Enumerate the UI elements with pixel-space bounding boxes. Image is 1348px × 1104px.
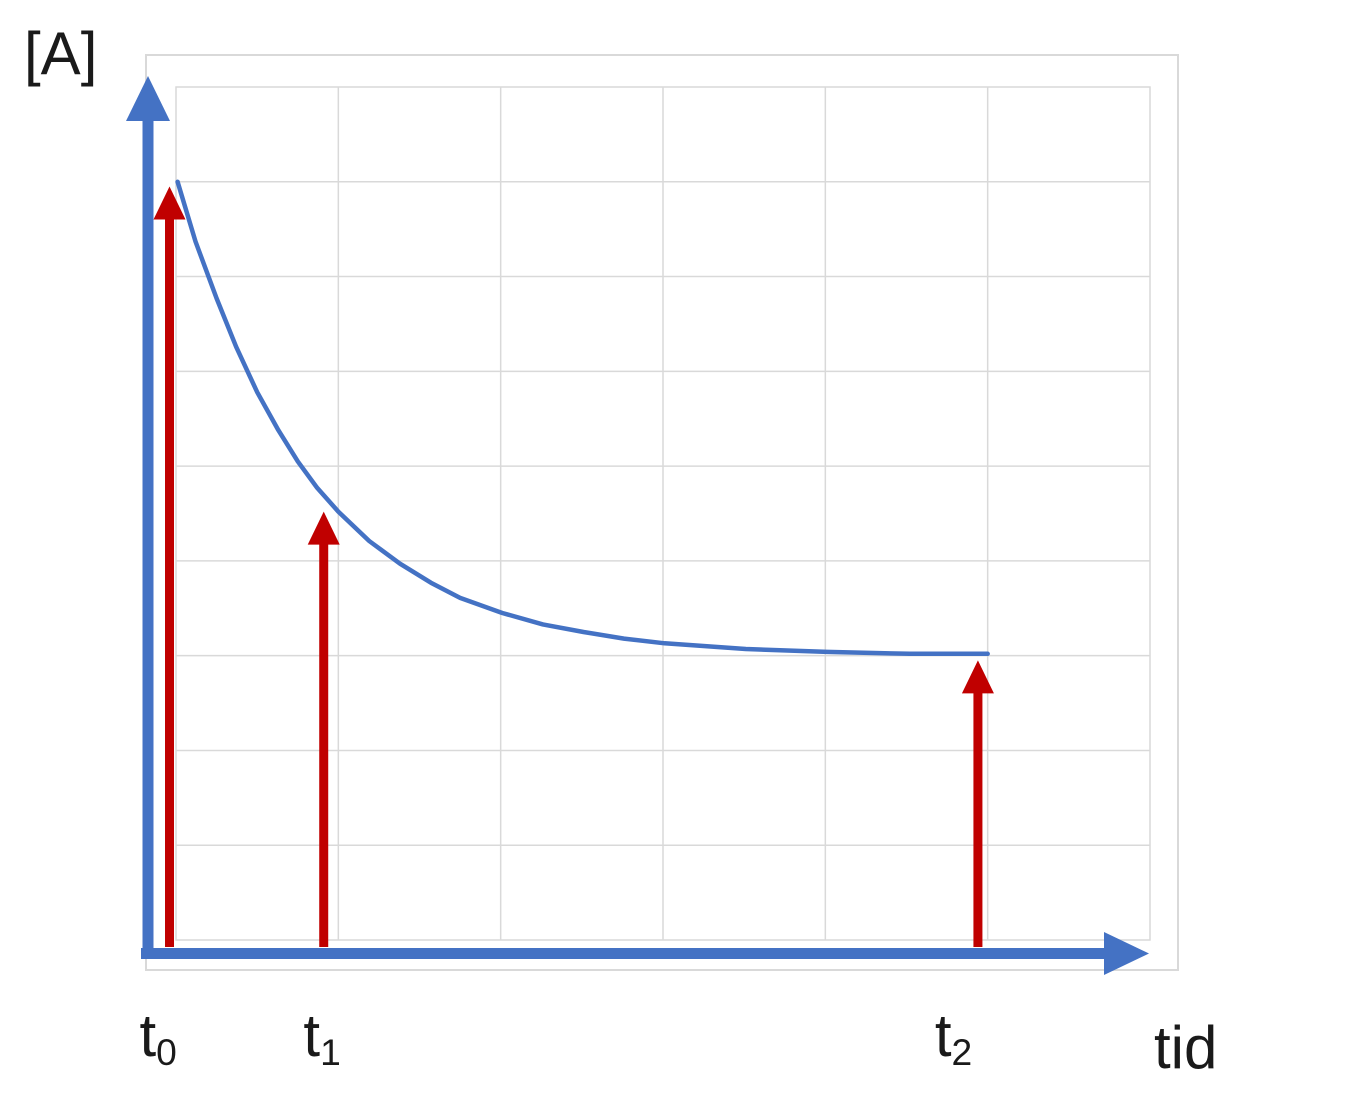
time-label-base: t — [934, 1002, 952, 1069]
x-axis-arrowhead — [1104, 932, 1149, 975]
time-label-base: t — [303, 1002, 321, 1069]
x-axis-label: tid — [1154, 1014, 1218, 1081]
decay-curve-path — [175, 179, 990, 657]
plot-gridlines — [175, 86, 1151, 941]
time-label-t1: t1 — [303, 1006, 340, 1071]
y-axis-shaft — [142, 116, 154, 959]
time-marker-arrows — [153, 186, 994, 947]
y-axis-arrow — [126, 76, 170, 959]
time-label-subscript: 1 — [320, 1030, 341, 1073]
x-axis-arrow — [141, 932, 1149, 975]
chart-frame — [145, 54, 1179, 971]
t2-arrow-head — [961, 660, 994, 694]
time-label-subscript: 0 — [156, 1030, 177, 1073]
y-axis-arrowhead — [126, 76, 170, 121]
y-axis-label: [A] — [24, 20, 98, 87]
chart-border — [145, 54, 1179, 971]
x-axis-shaft — [141, 948, 1104, 959]
t1-arrow-head — [307, 511, 340, 545]
time-label-t2: t2 — [935, 1006, 972, 1071]
time-label-base: t — [139, 1002, 157, 1069]
time-label-subscript: 2 — [951, 1030, 973, 1073]
decay-curve — [175, 179, 990, 657]
t0-arrow-head — [153, 186, 186, 220]
time-label-t0: t0 — [139, 1006, 176, 1071]
